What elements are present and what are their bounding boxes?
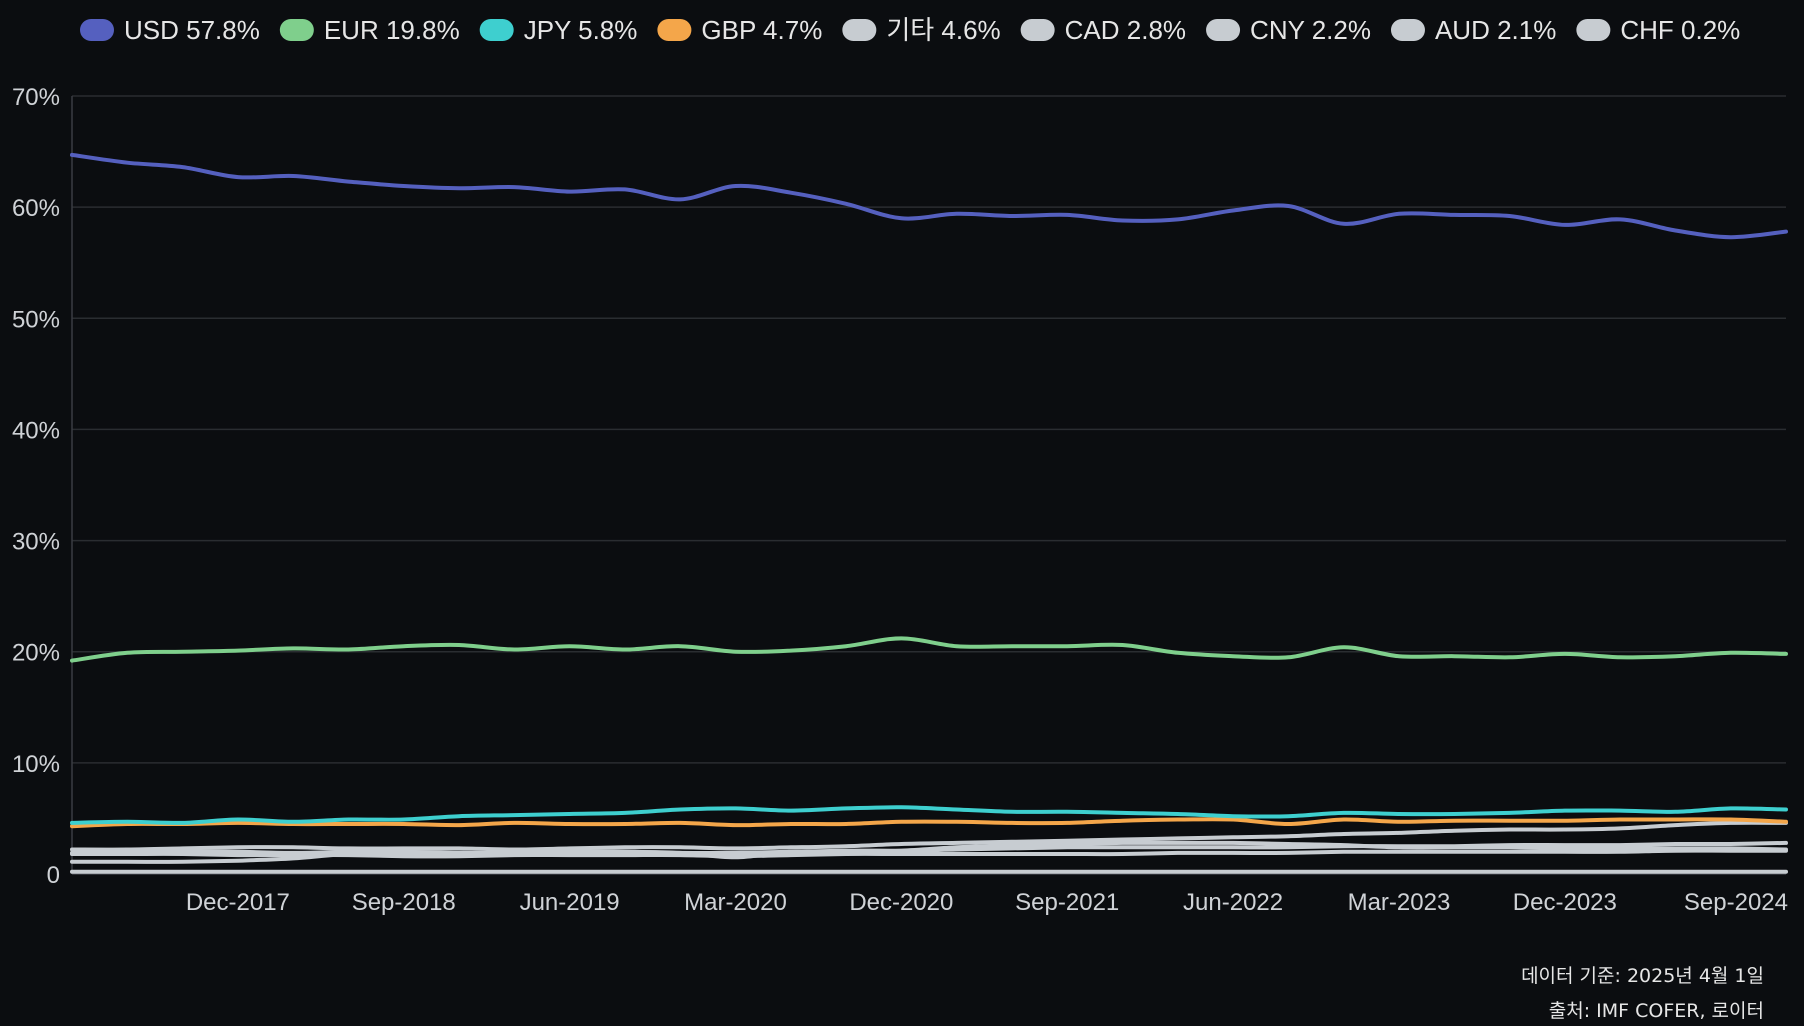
y-tick-label: 40% [12, 417, 60, 444]
x-tick-label: Sep-2018 [352, 889, 456, 916]
series-line-2 [70, 805, 1788, 825]
y-tick-label: 0 [47, 862, 60, 889]
x-tick-label: Dec-2020 [849, 889, 953, 916]
legend-swatch [1576, 19, 1611, 41]
x-tick-label: Dec-2023 [1513, 889, 1617, 916]
y-axis: 0 10% 20% 30% 40% 50% 60% 70% [12, 84, 73, 889]
legend-label: 기타 4.6% [886, 15, 1000, 45]
legend-swatch [657, 19, 692, 41]
legend-label: USD 57.8% [124, 15, 260, 45]
legend-label: CAD 2.8% [1065, 15, 1186, 45]
y-tick-label: 70% [12, 84, 60, 111]
legend-swatch [1390, 19, 1425, 41]
series-line-1 [70, 636, 1788, 663]
x-axis: Dec-2017 Sep-2018 Jun-2019 Mar-2020 Dec-2020… [186, 889, 1788, 916]
x-tick-label: Dec-2017 [186, 889, 290, 916]
legend-label: EUR 19.8% [324, 15, 460, 45]
series-line-0 [70, 152, 1788, 240]
legend-swatch [80, 19, 114, 41]
legend-label: CNY 2.2% [1250, 15, 1371, 45]
x-tick-label: Sep-2021 [1015, 889, 1119, 916]
series-line-4 [70, 820, 1788, 852]
legend-swatch [479, 19, 514, 41]
legend-swatch [842, 19, 877, 41]
legend-label: AUD 2.1% [1435, 15, 1556, 45]
series-line-3 [70, 817, 1788, 829]
legend-swatch [1206, 19, 1241, 41]
series-line-5 [70, 840, 1788, 856]
grid-lines [72, 95, 1786, 875]
legend-swatch [279, 19, 314, 41]
x-tick-label: Jun-2022 [1183, 889, 1283, 916]
y-tick-label: 10% [12, 751, 60, 778]
series-lines [70, 152, 1788, 874]
source-note: 출처: IMF COFER, 로이터 [1548, 1000, 1764, 1022]
data-date-note: 데이터 기준: 2025년 4월 1일 [1521, 965, 1764, 987]
y-tick-label: 50% [12, 306, 60, 333]
legend-label: JPY 5.8% [524, 15, 638, 45]
y-tick-label: 30% [12, 529, 60, 556]
legend-label: GBP 4.7% [701, 15, 822, 45]
x-tick-label: Mar-2023 [1348, 889, 1451, 916]
y-tick-label: 20% [12, 640, 60, 667]
x-tick-label: Jun-2019 [520, 889, 620, 916]
y-tick-label: 60% [12, 195, 60, 222]
x-tick-label: Mar-2020 [684, 889, 787, 916]
legend-swatch [1020, 19, 1055, 41]
x-tick-label: Sep-2024 [1684, 889, 1788, 916]
legend: USD 57.8% EUR 19.8% JPY 5.8% GBP 4.7% 기타 4.6… [80, 15, 1740, 45]
legend-label: CHF 0.2% [1620, 15, 1740, 45]
